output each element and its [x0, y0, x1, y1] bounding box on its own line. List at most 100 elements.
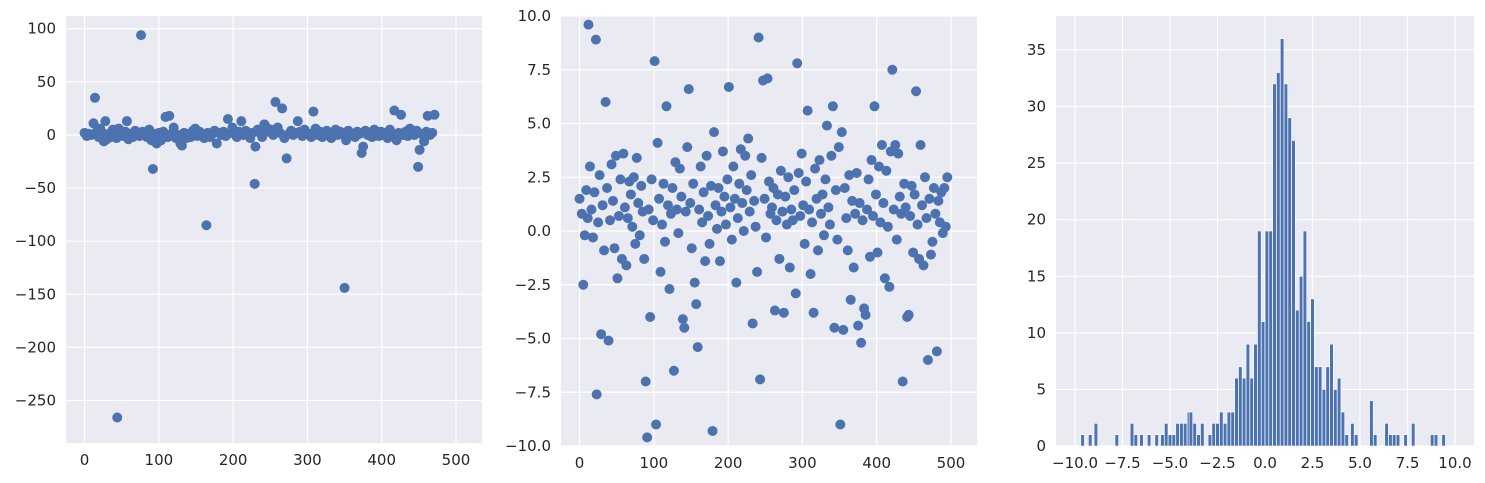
scatter-point: [821, 120, 832, 131]
scatter-point: [628, 172, 639, 183]
y-tick-label: 30: [1027, 98, 1046, 116]
histogram-bar: [1336, 377, 1342, 447]
scatter-point: [121, 116, 132, 127]
scatter-point: [674, 163, 685, 174]
histogram-bar: [1411, 423, 1416, 447]
scatter-point: [164, 110, 175, 121]
scatter-point: [645, 312, 656, 322]
plot-area: [66, 16, 482, 443]
histogram-bar: [1350, 423, 1355, 447]
histogram-bar: [1430, 434, 1435, 447]
histogram-bar: [1215, 423, 1220, 447]
histogram-bar: [1154, 434, 1159, 447]
x-tick-label: 100: [145, 451, 174, 469]
scatter-point: [688, 178, 699, 189]
x-tick-label: 200: [219, 451, 248, 469]
scatter-point: [609, 243, 620, 254]
scatter-point: [662, 200, 673, 211]
scatter-point: [593, 217, 604, 228]
scatter-point: [753, 32, 764, 43]
scatter-point: [679, 322, 690, 333]
histogram-bar: [1160, 434, 1165, 447]
x-tick-label: 300: [293, 451, 322, 469]
scatter-point: [930, 208, 941, 219]
scatter-point: [703, 210, 714, 221]
scatter-point: [660, 236, 670, 247]
histogram-bar: [1179, 423, 1184, 447]
scatter-point: [211, 138, 222, 149]
scatter-point: [308, 106, 319, 117]
scatter-point: [605, 215, 616, 226]
scatter-point: [618, 148, 629, 159]
scatter-point: [671, 204, 682, 215]
histogram-bar: [1268, 230, 1273, 447]
scatter-point: [756, 152, 767, 163]
scatter-point: [723, 81, 734, 92]
histogram-bar: [1373, 434, 1378, 447]
scatter-point: [813, 245, 824, 256]
scatter-point: [850, 208, 861, 219]
scatter-point: [112, 412, 123, 423]
scatter-point: [755, 374, 766, 385]
histogram-bar: [1441, 434, 1446, 447]
histogram-bar: [1226, 411, 1232, 447]
scatter-point: [622, 213, 633, 224]
histogram-bar: [1321, 389, 1327, 447]
histogram-bar: [1139, 434, 1144, 447]
scatter-point: [281, 153, 292, 164]
scatter-point: [918, 260, 929, 271]
scatter-point: [692, 342, 703, 353]
histogram-bar: [1291, 140, 1296, 447]
scatter-point: [804, 204, 815, 215]
scatter-point: [820, 174, 831, 185]
scatter-point: [917, 200, 928, 211]
scatter-point: [358, 141, 369, 152]
histogram-bar: [1146, 434, 1152, 447]
scatter-point: [786, 204, 797, 215]
scatter-point: [574, 193, 585, 204]
scatter-point: [814, 155, 825, 166]
scatter-point: [277, 103, 288, 114]
scatter-point: [726, 234, 737, 245]
scatter-point: [842, 245, 853, 256]
scatter-point: [778, 307, 789, 318]
x-tick-label: 300: [788, 454, 817, 472]
scatter-point: [654, 193, 665, 204]
scatter-point: [866, 155, 877, 166]
scatter-point: [836, 127, 847, 138]
scatter-point: [780, 191, 791, 202]
histogram-bar: [1329, 343, 1334, 447]
histogram-bar: [1249, 377, 1254, 447]
scatter-point: [824, 219, 835, 230]
y-tick-label: 0.0: [527, 222, 551, 240]
scatter-point: [799, 238, 810, 249]
scatter-point: [658, 178, 669, 189]
histogram-bar: [1340, 411, 1346, 447]
scatter-point: [697, 217, 708, 228]
scatter-point: [612, 273, 623, 284]
x-tick-label: 500: [937, 454, 966, 472]
histogram-bar: [1234, 377, 1239, 447]
scatter-point: [722, 174, 733, 185]
y-tick-label: −100: [15, 232, 56, 250]
scatter-point: [619, 202, 630, 213]
scatter-point: [845, 294, 856, 305]
scatter-plot-2: 0 100 200 300 400 500 10.0 7.5 5.0 2.5 0.0 −2.5 −5.0…: [505, 7, 977, 472]
histogram-bar: [1196, 434, 1201, 447]
x-tick-label: 0: [80, 451, 90, 469]
histogram-bar: [1211, 423, 1216, 447]
scatter-point: [862, 204, 873, 215]
histogram-bar: [1200, 423, 1205, 447]
scatter-point: [887, 64, 898, 75]
y-tick-label: 5.0: [527, 115, 551, 133]
scatter-point: [876, 140, 887, 150]
histogram-bar: [1114, 434, 1119, 447]
scatter-point: [341, 135, 352, 146]
y-tick-label: 15: [1027, 267, 1046, 285]
histogram-bar: [1302, 230, 1308, 447]
scatter-point: [734, 178, 745, 189]
x-tick-label: 5.0: [1348, 454, 1372, 472]
scatter-point: [720, 219, 731, 230]
scatter-point: [868, 210, 878, 221]
histogram-bar: [1245, 343, 1251, 447]
